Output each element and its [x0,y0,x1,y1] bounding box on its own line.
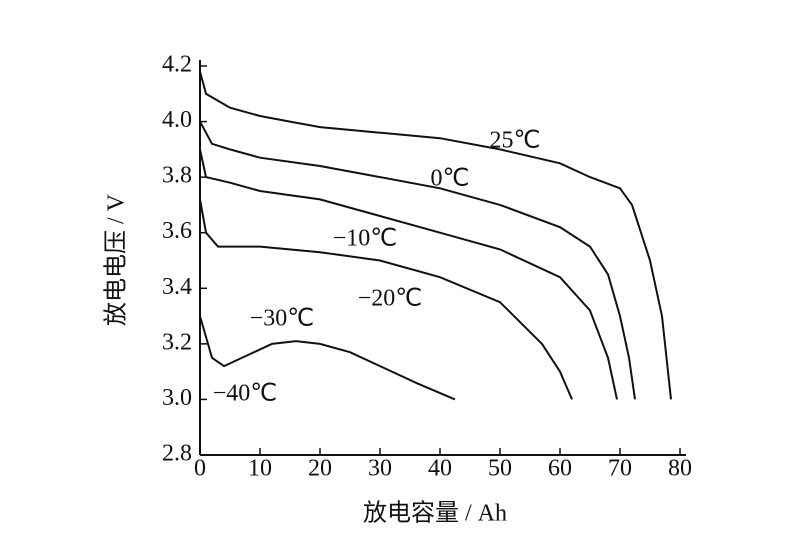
x-tick-label: 70 [608,456,632,482]
x-tick-label: 10 [248,456,272,482]
curve [199,315,456,401]
y-tick-label: 4.0 [162,107,192,133]
y-tick-label: 3.0 [162,385,192,411]
annotation: −40℃ [213,381,278,407]
x-tick-label: 60 [548,456,572,482]
curve [199,199,573,400]
curve-label: −10℃ [333,226,398,252]
x-tick-label: 20 [308,456,332,482]
x-tick-label: 0 [194,456,206,482]
curve-label: 25℃ [490,128,541,154]
y-tick-label: 3.4 [162,274,192,300]
y-tick-label: 3.6 [162,218,192,244]
y-tick-label: 3.2 [162,329,192,355]
y-tick-label: 2.8 [162,441,192,467]
curve [199,71,672,400]
x-tick-label: 50 [488,456,512,482]
curve [199,149,618,400]
x-tick-label: 80 [668,456,692,482]
y-tick-label: 3.8 [162,163,192,189]
x-axis-label: 放电容量 / Ah [363,500,507,527]
curve [199,121,636,400]
curve-label: −30℃ [250,306,315,332]
curve-label: −20℃ [358,286,423,312]
y-tick-label: 4.2 [162,52,192,78]
x-tick-label: 40 [428,456,452,482]
y-axis-label: 放电电压 / V [103,193,130,326]
curve-label: 0℃ [431,166,470,192]
x-tick-label: 30 [368,456,392,482]
